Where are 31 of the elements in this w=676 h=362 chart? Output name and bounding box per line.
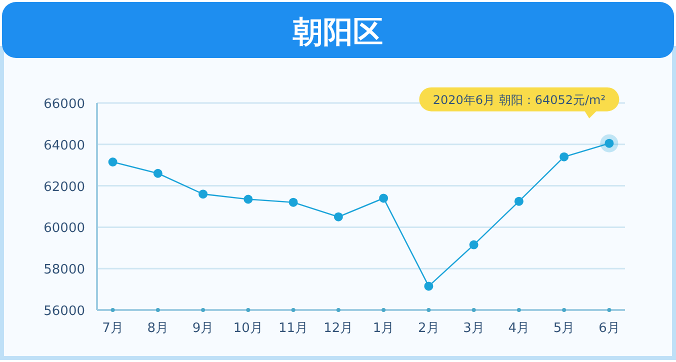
annotation: 2020年6月 朝阳：64052元/m² <box>432 92 606 107</box>
point <box>560 152 569 162</box>
y-tick-label: 66000 <box>44 97 85 112</box>
point <box>514 196 524 206</box>
point <box>153 168 162 178</box>
x-tick-label: 2月 <box>418 321 440 336</box>
x-tick-label: 12月 <box>324 321 354 336</box>
point <box>334 212 343 222</box>
y-tick-label: 64000 <box>44 138 85 154</box>
x-tick-label: 4月 <box>508 321 530 336</box>
y-tick-label: 58000 <box>44 262 85 278</box>
point <box>469 240 478 250</box>
x-tick-label: 5月 <box>553 321 575 336</box>
x-tick-label: 7月 <box>102 321 124 336</box>
x-tick-label: 6月 <box>598 321 620 336</box>
x-tick-label: 3月 <box>463 321 484 336</box>
chart-title: 朝阳区 <box>292 15 383 50</box>
point <box>108 157 118 166</box>
point <box>379 194 388 203</box>
x-tick-label: 9月 <box>192 321 214 336</box>
point <box>424 282 434 291</box>
y-tick-label: 56000 <box>44 304 85 319</box>
x-tick-label: 10月 <box>233 321 263 336</box>
x-tick-label: 8月 <box>147 321 169 336</box>
x-tick-label: 11月 <box>278 321 308 336</box>
y-tick-label: 62000 <box>44 180 85 195</box>
point <box>288 198 298 207</box>
y-tick-label: 60000 <box>44 221 85 236</box>
point <box>198 190 208 199</box>
point <box>244 194 253 204</box>
x-tick-label: 1月 <box>372 321 394 336</box>
